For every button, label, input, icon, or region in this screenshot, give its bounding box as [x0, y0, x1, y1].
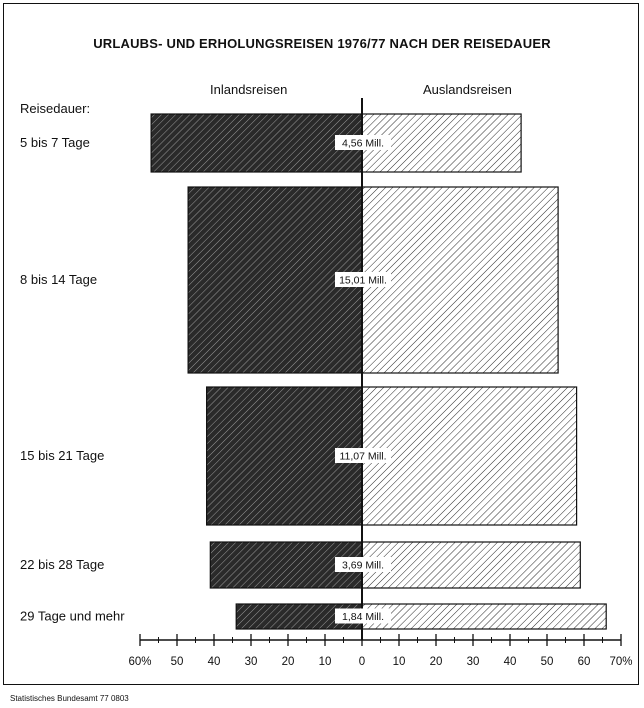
x-tick-label: 20 — [430, 656, 443, 668]
x-tick-label: 40 — [504, 656, 517, 668]
x-tick-label: 10 — [393, 656, 406, 668]
category-label: 5 bis 7 Tage — [20, 135, 90, 150]
bar-ausland-1 — [361, 186, 559, 374]
chart-frame — [3, 3, 639, 685]
x-tick-label: 70% — [609, 656, 632, 668]
x-tick-label: 0 — [359, 656, 365, 668]
bar-ausland-2 — [361, 386, 578, 526]
row-header: Reisedauer: — [20, 101, 91, 116]
category-label: 22 bis 28 Tage — [20, 557, 104, 572]
bar-ausland-3 — [361, 541, 581, 589]
total-label: 1,84 Mill. — [342, 611, 384, 623]
x-tick-label: 60% — [128, 656, 151, 668]
total-label: 3,69 Mill. — [342, 560, 384, 572]
bar-inland-1 — [187, 186, 363, 374]
legend-inlandsreisen: Inlandsreisen — [210, 82, 288, 97]
chart-title: URLAUBS- UND ERHOLUNGSREISEN 1976/77 NAC… — [93, 36, 551, 51]
total-label-bg — [335, 557, 391, 572]
x-tick-label: 50 — [541, 656, 554, 668]
bar-inland-0 — [150, 113, 363, 173]
legend-auslandsreisen: Auslandsreisen — [423, 82, 512, 97]
total-label: 4,56 Mill. — [342, 138, 384, 150]
category-label: 29 Tage und mehr — [20, 609, 125, 624]
total-label-bg — [335, 272, 391, 287]
total-label: 11,07 Mill. — [339, 451, 386, 463]
x-tick-label: 30 — [467, 656, 480, 668]
x-tick-label: 30 — [245, 656, 258, 668]
x-tick-label: 20 — [282, 656, 295, 668]
total-label-bg — [335, 135, 391, 150]
total-label: 15,01 Mill. — [339, 275, 387, 287]
total-label-bg — [335, 448, 391, 463]
x-tick-label: 10 — [319, 656, 332, 668]
x-tick-label: 60 — [578, 656, 591, 668]
total-label-bg — [335, 608, 391, 624]
category-label: 8 bis 14 Tage — [20, 272, 97, 287]
source-note: Statistisches Bundesamt 77 0803 — [10, 694, 129, 703]
category-label: 15 bis 21 Tage — [20, 448, 104, 463]
x-tick-label: 40 — [208, 656, 221, 668]
bar-ausland-4 — [361, 603, 607, 630]
x-tick-label: 50 — [171, 656, 184, 668]
